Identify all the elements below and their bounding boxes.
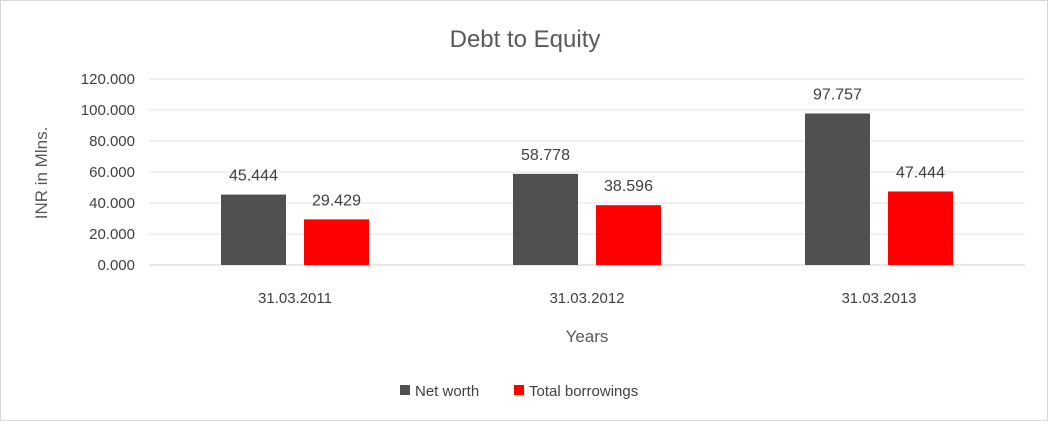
x-tick-label: 31.03.2012	[549, 290, 624, 307]
data-label: 58.778	[521, 147, 570, 164]
y-tick-label: 40.000	[89, 195, 135, 212]
legend: Net worth Total borrowings	[400, 383, 638, 400]
data-labels: 45.444 29.429 58.778 38.596 97.757 47.444	[229, 86, 945, 209]
data-label: 45.444	[229, 168, 278, 185]
bar-total-borrowings	[596, 205, 661, 265]
x-tick-label: 31.03.2013	[841, 290, 916, 307]
x-axis-title: Years	[566, 327, 609, 346]
bar-net-worth	[513, 173, 578, 265]
bar-net-worth	[805, 113, 870, 265]
data-label: 97.757	[813, 86, 862, 103]
x-tick-label: 31.03.2011	[258, 290, 332, 307]
data-label: 38.596	[604, 178, 653, 195]
y-tick-label: 60.000	[89, 164, 135, 181]
legend-label: Total borrowings	[529, 383, 638, 400]
y-tick-label: 100.000	[81, 102, 135, 119]
y-tick-label: 0.000	[97, 257, 135, 274]
legend-label: Net worth	[415, 383, 479, 400]
bar-net-worth	[221, 194, 286, 265]
bar-total-borrowings	[888, 191, 953, 265]
data-label: 47.444	[896, 164, 945, 181]
y-axis-title: INR in Mlns.	[32, 127, 51, 220]
chart-title: Debt to Equity	[450, 26, 601, 53]
y-tick-label: 120.000	[81, 71, 135, 88]
x-axis-ticks: 31.03.2011 31.03.2012 31.03.2013	[258, 290, 917, 307]
gridlines	[149, 78, 1025, 266]
bar-total-borrowings	[304, 219, 369, 265]
legend-swatch	[514, 385, 524, 395]
y-axis-ticks: 0.000 20.000 40.000 60.000 80.000 100.000 120.…	[81, 71, 135, 274]
y-tick-label: 20.000	[89, 226, 135, 243]
data-label: 29.429	[312, 192, 361, 209]
legend-swatch	[400, 385, 410, 395]
bars	[221, 113, 953, 265]
y-tick-label: 80.000	[89, 133, 135, 150]
